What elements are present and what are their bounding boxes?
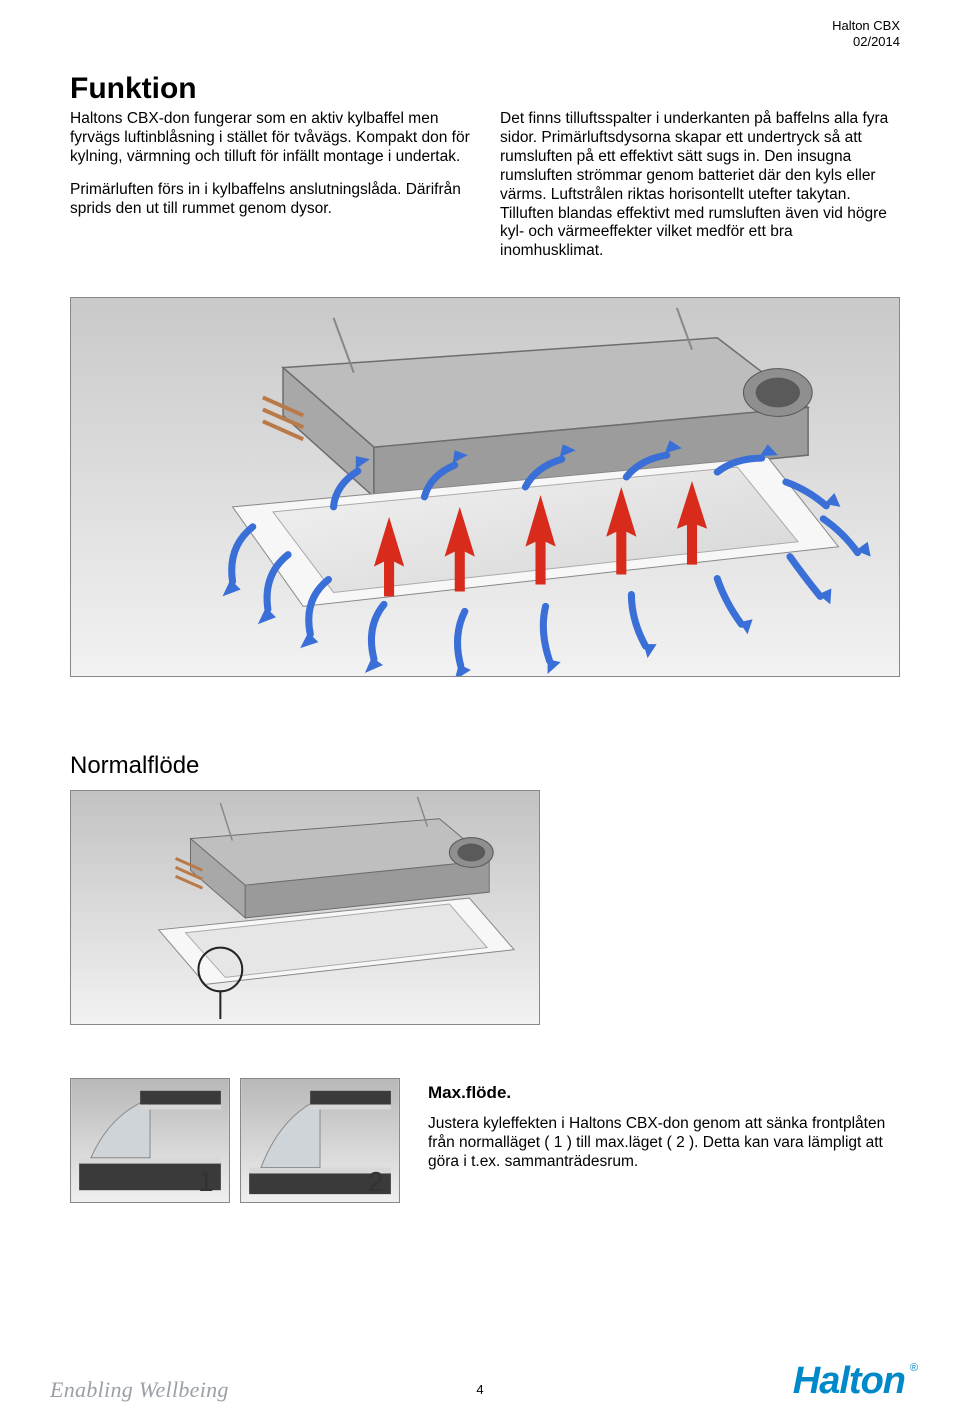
- para-left-1: Haltons CBX-don fungerar som en aktiv ky…: [70, 110, 470, 167]
- figure-airflow-large: [70, 297, 900, 677]
- intro-columns: Haltons CBX-don fungerar som en aktiv ky…: [70, 110, 900, 275]
- col-left: Haltons CBX-don fungerar som en aktiv ky…: [70, 110, 470, 275]
- col-right: Det finns tilluftsspalter i underkanten …: [500, 110, 900, 275]
- para-left-2: Primärluften förs in i kylbaffelns anslu…: [70, 181, 470, 219]
- page-content: Funktion Haltons CBX-don fungerar som en…: [70, 72, 900, 1203]
- page-number: 4: [476, 1382, 483, 1397]
- footer-tagline: Enabling Wellbeing: [50, 1377, 229, 1403]
- maxflow-text-col: Max.flöde. Justera kyleffekten i Haltons…: [428, 1078, 900, 1171]
- maxflow-body: Justera kyleffekten i Haltons CBX-don ge…: [428, 1114, 900, 1172]
- page-title: Funktion: [70, 72, 900, 106]
- profile-label-1: 1: [198, 1166, 214, 1198]
- header-meta: Halton CBX 02/2014: [832, 18, 900, 51]
- section-heading-normalflow: Normalflöde: [70, 752, 900, 780]
- doc-date: 02/2014: [832, 34, 900, 50]
- product-name: Halton CBX: [832, 18, 900, 34]
- small-figures: 1 2: [70, 1078, 400, 1203]
- maxflow-heading: Max.flöde.: [428, 1082, 900, 1103]
- profile-label-2: 2: [368, 1166, 384, 1198]
- para-right-1: Det finns tilluftsspalter i underkanten …: [500, 110, 900, 261]
- figure-normalflow: [70, 790, 540, 1025]
- halton-logo: Halton: [793, 1360, 905, 1403]
- row-maxflow: 1 2 Max.flöde. Justera kyleffekten i Hal…: [70, 1078, 900, 1203]
